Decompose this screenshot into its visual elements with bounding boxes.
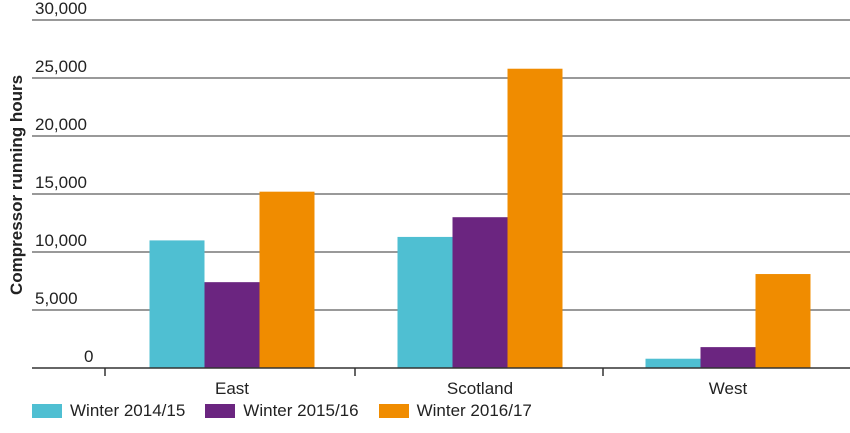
legend-item: Winter 2015/16: [205, 401, 359, 421]
y-tick-label: 10,000: [35, 231, 87, 250]
legend-swatch: [378, 404, 409, 418]
category-label: West: [709, 379, 748, 398]
bar-east-series-2: [204, 282, 260, 368]
legend: Winter 2014/15 Winter 2015/16 Winter 2016/…: [32, 398, 532, 424]
bar-chart: 0 5,000 10,000 15,000 20,000 25,000 30,000 Eas…: [7, 0, 850, 398]
bar-scotland-series-1: [397, 236, 453, 368]
y-tick-label: 20,000: [35, 115, 87, 134]
y-tick-label: 15,000: [35, 173, 87, 192]
category-label: Scotland: [447, 379, 513, 398]
legend-label: Winter 2014/15: [70, 401, 186, 420]
y-tick-label: 30,000: [35, 0, 87, 18]
legend-item: Winter 2014/15: [32, 401, 185, 421]
y-tick-labels: 0 5,000 10,000 15,000 20,000 25,000 30,000: [35, 0, 93, 366]
bar-west-series-2: [700, 347, 756, 368]
legend-item: Winter 2016/17: [378, 401, 532, 421]
bar-scotland-series-3: [507, 68, 563, 368]
bars: [149, 68, 811, 368]
y-tick-label: 5,000: [35, 289, 78, 308]
legend-swatch: [205, 404, 236, 418]
category-labels: East Scotland West: [215, 379, 747, 398]
bar-east-series-1: [149, 240, 205, 368]
bar-west-series-1: [645, 358, 701, 368]
legend-swatch: [32, 404, 62, 418]
bar-scotland-series-2: [452, 217, 508, 368]
y-tick-label: 0: [84, 347, 93, 366]
bar-east-series-3: [259, 191, 315, 368]
y-tick-label: 25,000: [35, 57, 87, 76]
bar-west-series-3: [755, 274, 811, 368]
legend-label: Winter 2016/17: [416, 401, 532, 420]
legend-label: Winter 2015/16: [243, 401, 359, 420]
category-label: East: [215, 379, 249, 398]
y-axis-title: Compressor running hours: [7, 75, 26, 295]
x-axis: [32, 367, 850, 376]
